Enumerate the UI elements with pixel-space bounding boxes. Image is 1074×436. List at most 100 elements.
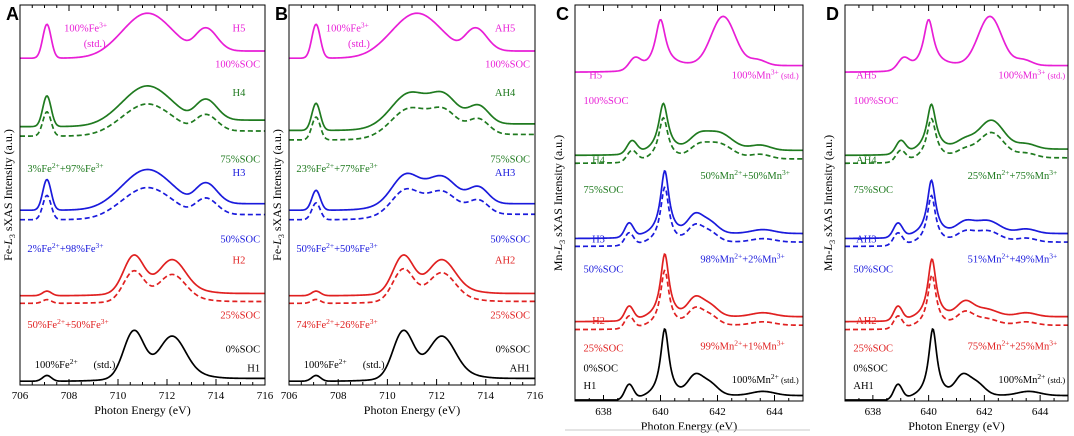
annotation-label: AH1: [853, 381, 873, 392]
spectrum-line: [844, 15, 1068, 73]
annotation-label: 50%SOC: [853, 264, 893, 275]
x-tick-label: 706: [281, 390, 298, 402]
x-tick-label: 708: [61, 390, 78, 402]
x-axis-label: Photon Energy (eV): [94, 403, 190, 417]
annotation-label: 50%SOC: [220, 235, 260, 246]
annotation-label: H1: [247, 364, 260, 375]
annotation-label: 50%Mn2++50%Mn3+: [700, 168, 790, 182]
x-axis: 706 708 710 712 714 716: [12, 5, 274, 402]
x-tick-label: 716: [257, 390, 274, 402]
y-axis-label: Fe-L3 sXAS Intensity (a.u.): [270, 129, 286, 261]
spectrum-line: [574, 269, 803, 331]
x-axis-label: Photon Energy (eV): [641, 419, 737, 433]
panel-d: D 638 640 642 644 Photon Energy (eV) Mn-L3 sXA…: [821, 4, 1069, 433]
annotation-label: 23%Fe2++77%Fe3+: [296, 161, 377, 175]
annotations: AH5 100%SOC 100%Fe3+ (std.) AH4 75%SOC 23%Fe2+…: [296, 21, 530, 375]
annotation-label: AH4: [856, 155, 877, 166]
x-tick-label: 642: [709, 406, 726, 418]
y-axis-label: Fe-L3 sXAS Intensity (a.u.): [1, 129, 17, 261]
spectrum-line: [575, 169, 804, 240]
annotation-label: 25%Mn2++75%Mn3+: [968, 168, 1058, 182]
spectrum-line: [845, 327, 1068, 401]
annotation-label: (std.): [363, 360, 385, 371]
annotation-label: (std.): [94, 360, 116, 371]
spectrum-line: [20, 12, 265, 60]
annotation-label: 50%SOC: [490, 235, 530, 246]
annotation-label: (std.): [348, 39, 370, 50]
spectra: [20, 12, 265, 383]
annotation-label: 50%Fe2++50%Fe3+: [27, 317, 108, 331]
annotation-label: 100%Fe2+: [35, 357, 78, 371]
spectrum-line: [845, 273, 1069, 331]
annotation-label: 100%SOC: [853, 96, 898, 107]
spectrum-line: [845, 117, 1068, 165]
annotation-label: 25%SOC: [853, 344, 893, 355]
spectrum-line: [289, 329, 535, 383]
x-tick-label: 712: [428, 390, 445, 402]
x-axis-label: Photon Energy (eV): [908, 419, 1004, 433]
annotation-label: 2%Fe2++98%Fe3+: [27, 241, 103, 255]
y-axis-label: Mn-L3 sXAS Intensity (a.u.): [821, 135, 837, 271]
y-axis-label: Mn-L3 sXAS Intensity (a.u.): [551, 135, 567, 271]
annotation-label: H1: [584, 381, 597, 392]
annotation-label: 0%SOC: [496, 345, 530, 356]
spectrum-line: [289, 172, 535, 212]
spectrum-line: [289, 12, 535, 60]
annotation-label: 0%SOC: [584, 363, 618, 374]
panel-letter: D: [826, 4, 839, 24]
x-axis: 706 708 710 712 714 716: [281, 5, 544, 402]
annotations: H5 100%SOC 100%Mn3+ (std.) H4 75%SOC 50%Mn2++…: [584, 67, 799, 392]
annotations: AH5 100%SOC 100%Mn3+ (std.) AH4 75%SOC 25%Mn2…: [853, 67, 1065, 392]
annotation-label: 50%SOC: [584, 264, 624, 275]
annotation-label: 3%Fe2++97%Fe3+: [27, 161, 103, 175]
spectrum-line: [844, 258, 1068, 323]
spectrum-line: [289, 267, 535, 305]
annotation-label: 100%SOC: [215, 60, 260, 71]
annotation-label: 100%Mn2+ (std.): [998, 372, 1065, 386]
annotation-label: AH5: [495, 24, 515, 35]
annotation-label: H2: [233, 255, 246, 266]
spectrum-line: [574, 186, 803, 248]
annotation-label: H3: [592, 235, 605, 246]
annotation-label: AH3: [495, 168, 515, 179]
spectrum-line: [575, 102, 803, 157]
panel-a: A 706 708 710 712 714 716 Photon Energy (eV) Fe-…: [1, 4, 274, 417]
annotation-label: H5: [233, 24, 246, 35]
spectrum-line: [20, 186, 265, 221]
annotation-label: AH2: [495, 255, 515, 266]
annotation-label: AH4: [495, 88, 516, 99]
spectrum-line: [574, 15, 803, 73]
spectrum-line: [845, 103, 1068, 157]
annotation-label: 98%Mn2++2%Mn3+: [700, 251, 784, 265]
spectrum-line: [20, 85, 265, 128]
annotation-label: 75%SOC: [490, 155, 530, 166]
panel-c: C 638 640 642 644 Photon Energy (eV) Mn-L3 sXA…: [551, 4, 804, 433]
annotation-label: 100%Mn2+ (std.): [732, 372, 799, 386]
annotation-label: H5: [589, 70, 602, 81]
spectrum-line: [20, 254, 265, 297]
annotations: H5 100%SOC 100%Fe3+ (std.) H4 75%SOC 3%Fe2++97…: [27, 21, 260, 375]
annotation-label: 74%Fe2++26%Fe3+: [296, 317, 377, 331]
annotation-label: H4: [592, 155, 606, 166]
spectrum-line: [289, 254, 535, 297]
annotation-label: 25%SOC: [220, 311, 260, 322]
x-tick-label: 710: [379, 390, 396, 402]
spectrum-line: [20, 103, 265, 137]
annotation-label: 0%SOC: [853, 363, 887, 374]
x-axis: 638 640 642 644: [844, 5, 1069, 418]
annotation-label: 75%SOC: [853, 185, 893, 196]
x-axis: 638 640 642 644: [574, 5, 804, 418]
spectrum-line: [20, 269, 265, 305]
annotation-label: 99%Mn2++1%Mn3+: [700, 339, 784, 353]
annotation-label: 75%SOC: [584, 185, 624, 196]
panel-b: B 706 708 710 712 714 716 Photon Energy (eV) Fe-…: [270, 4, 544, 417]
annotation-label: AH3: [856, 235, 876, 246]
panel-letter: B: [275, 4, 288, 24]
x-tick-label: 638: [865, 406, 882, 418]
annotation-label: 75%Mn2++25%Mn3+: [968, 339, 1058, 353]
annotation-label: H3: [233, 168, 246, 179]
x-tick-label: 640: [652, 406, 669, 418]
spectrum-line: [845, 194, 1068, 248]
x-tick-label: 644: [766, 406, 783, 418]
spectrum-line: [289, 90, 535, 132]
